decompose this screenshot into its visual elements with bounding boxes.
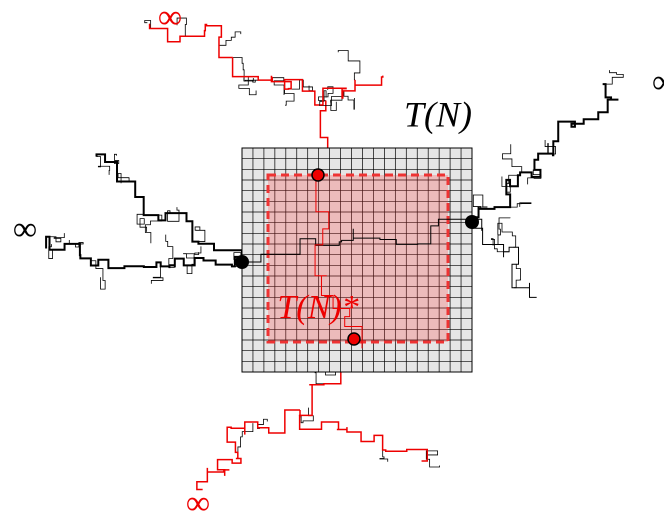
walk-path <box>320 76 383 105</box>
walk-branch <box>491 239 509 252</box>
walk-branch <box>219 32 241 45</box>
outer-box-label: T(N) <box>404 94 472 134</box>
walk-branch <box>514 264 521 288</box>
walk-path <box>46 237 242 268</box>
diagram: ∞ ∞ ∞ ∞ T(N) T(N)* <box>0 0 664 517</box>
walk-branch <box>331 98 343 110</box>
walk-branch <box>473 195 487 209</box>
walk-branch <box>492 218 510 245</box>
walk-path <box>197 410 300 490</box>
walk-branch <box>502 144 527 172</box>
walk-branch <box>97 157 110 175</box>
walk-branch <box>166 235 175 268</box>
infinity-label: ∞ <box>158 0 182 36</box>
walk-branch <box>244 78 258 83</box>
walk-branch <box>288 80 312 91</box>
infinity-label: ∞ <box>652 64 664 101</box>
boundary-point <box>235 255 249 269</box>
walk-path <box>472 222 537 297</box>
walk-branch <box>168 207 181 221</box>
walk-path <box>97 154 242 262</box>
walk-path <box>300 410 428 461</box>
walk-branch <box>233 57 254 81</box>
inner-boundary-point <box>348 333 360 345</box>
walk-path <box>472 84 618 222</box>
inner-box-label: T(N)* <box>277 289 358 326</box>
walk-branch <box>426 451 439 467</box>
walk-branch <box>510 203 531 207</box>
walk-branch <box>285 82 294 105</box>
infinity-label: ∞ <box>186 485 210 517</box>
infinity-label: ∞ <box>13 211 37 248</box>
walk-branch <box>338 51 360 80</box>
walk-branch <box>603 70 624 84</box>
walk-branch <box>186 252 198 274</box>
walk-branch <box>50 233 65 242</box>
inner-boundary-point <box>312 169 324 181</box>
walk-branch <box>195 227 205 242</box>
boundary-point <box>465 215 479 229</box>
walk-branch <box>49 244 62 258</box>
walk-branch <box>342 91 354 109</box>
walk-branch <box>151 266 163 283</box>
walk-branch <box>272 78 284 95</box>
